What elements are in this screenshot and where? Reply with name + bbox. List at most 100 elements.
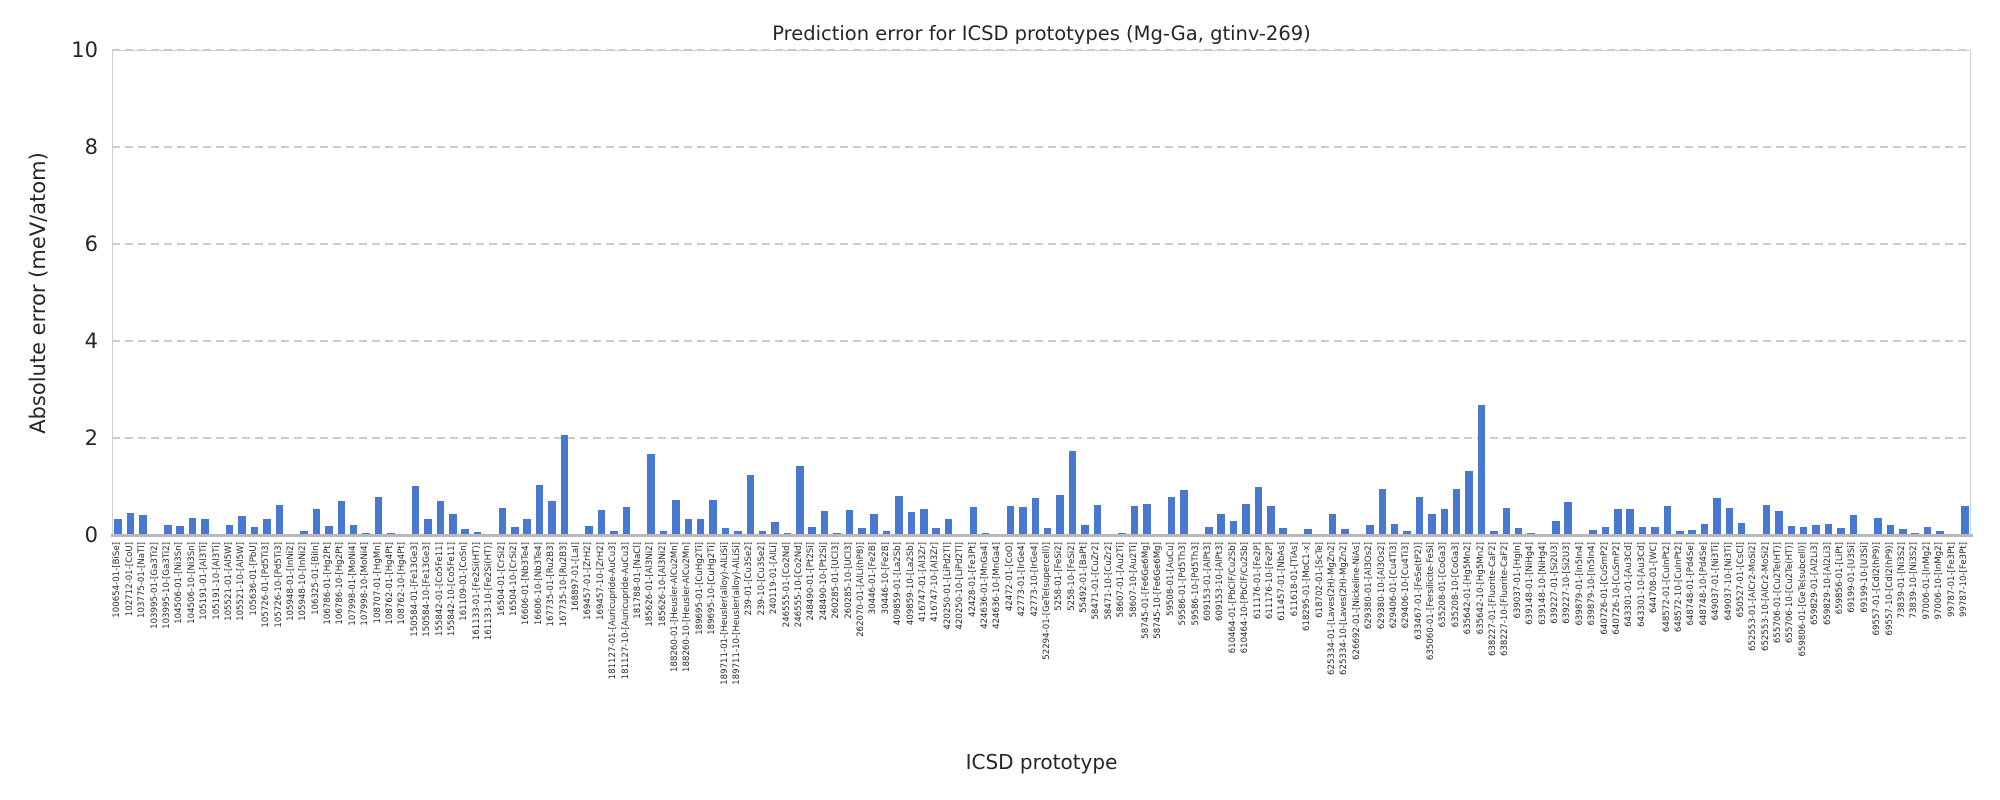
bar: [1812, 524, 1820, 535]
bar: [1180, 489, 1188, 535]
bar: [560, 435, 569, 535]
x-tick-label: 659806-01-[GeTe(subcell)]: [1797, 542, 1808, 657]
x-tick-label: 659829-10-[Al2Li3]: [1822, 542, 1833, 626]
x-tick-label: 155842-10-[Co5Fe11]: [447, 542, 458, 637]
x-tick-label: 625334-01-[Laves(2H)-MgZn2]: [1326, 542, 1337, 675]
bar: [932, 527, 940, 535]
bar: [1614, 508, 1622, 535]
x-tick-label: 16606-10-[Nb3Te4]: [533, 542, 544, 626]
x-tick-label: 629406-01-[Cu4Ti3]: [1388, 542, 1399, 629]
bar: [114, 518, 122, 535]
bar: [858, 527, 866, 535]
bar: [734, 531, 742, 535]
bar: [498, 508, 507, 535]
bar: [1601, 526, 1610, 535]
x-tick-label: 5258-01-[FeSi2]: [1054, 542, 1065, 611]
x-tick-label: 189695-01-[CuHg2Ti]: [694, 542, 705, 635]
x-tick-label: 52294-01-[GeTe(supercell)]: [1041, 542, 1052, 660]
bar: [1279, 527, 1287, 535]
x-tick-label: 181127-01-[Auricupride-AuCu3]: [608, 542, 619, 680]
bar: [1205, 526, 1213, 535]
x-tick-label: 409859-10-[La2Sb]: [905, 542, 916, 626]
bar: [1019, 506, 1027, 535]
bar: [1465, 471, 1473, 535]
gridline: [112, 49, 1971, 51]
bar: [1663, 505, 1672, 535]
bar: [1130, 505, 1139, 535]
x-tick-label: 16606-01-[Nb3Te4]: [521, 542, 532, 626]
x-tick-label: 73839-10-[Ni3S2]: [1909, 542, 1920, 619]
bar: [1304, 529, 1312, 535]
bar: [1031, 498, 1040, 535]
bar: [1762, 504, 1771, 535]
x-tick-label: 69557-10-[CdI2(hP9)]: [1884, 542, 1895, 636]
x-tick-label: 73839-01-[Ni3S2]: [1897, 542, 1908, 619]
x-tick-label: 639148-10-[NiHg4]: [1537, 542, 1548, 625]
x-tick-label: 618295-01-[MoC1-x]: [1302, 542, 1313, 631]
bar: [845, 509, 854, 535]
x-tick-label: 643301-10-[Au3Cd]: [1636, 542, 1647, 627]
bar: [1700, 523, 1709, 535]
bar: [1242, 504, 1250, 535]
y-tick-label: 10: [71, 38, 98, 62]
x-tick-label: 652553-01-[AlCr2-MoSi2]: [1748, 542, 1759, 651]
x-tick-label: 185626-10-[Al3Ni2]: [657, 542, 668, 627]
bar: [126, 513, 135, 535]
x-tick-label: 189711-10-[Heusler(alloy)-AlLiSi]: [732, 542, 743, 685]
bar: [597, 509, 606, 535]
bar: [1775, 511, 1783, 535]
x-tick-label: 638227-10-[Fluorite-CaF2]: [1500, 542, 1511, 657]
x-tick-label: 659856-01-[LiPt]: [1835, 542, 1846, 615]
y-tick-label: 8: [84, 135, 98, 159]
x-tick-label: 640726-01-[CuSmP2]: [1599, 542, 1610, 635]
bar: [312, 509, 321, 535]
bar: [1043, 527, 1052, 535]
bar: [1899, 529, 1907, 535]
x-tick-label: 643301-01-[Au3Cd]: [1624, 542, 1635, 627]
x-tick-label: 167735-01-[Ru2B3]: [546, 542, 557, 627]
bar: [1452, 488, 1461, 535]
x-tick-label: 610464-01-[PbClF/Cu2Sb]: [1227, 542, 1238, 654]
x-tick-label: 99787-10-[Fe3Pt]: [1959, 542, 1969, 617]
x-tick-label: 626692-01-[Nickeline-NiAs]: [1351, 542, 1362, 660]
x-tick-label: 58607-01-[Au2Ti]: [1116, 542, 1127, 618]
x-tick-label: 239-10-[Cu3Se2]: [756, 542, 767, 616]
bar: [325, 525, 333, 535]
x-tick-label: 248490-01-[Pt2Si]: [806, 542, 817, 621]
x-tick-label: 155842-01-[Co5Fe11]: [434, 542, 445, 637]
bar: [1936, 531, 1944, 535]
x-tick-label: 59508-01-[AuCu]: [1165, 542, 1176, 616]
x-tick-label: 648572-01-[CuInPt2]: [1661, 542, 1672, 633]
bar: [1143, 503, 1151, 535]
bar: [920, 508, 928, 535]
bar: [771, 521, 779, 535]
x-tick-label: 424636-01-[MnGa4]: [979, 542, 990, 629]
x-tick-label: 169457-10-[ZrH2]: [595, 542, 606, 620]
bar: [1589, 529, 1597, 535]
bar: [882, 531, 891, 535]
x-tick-label: 30446-01-[Fe2B]: [868, 542, 879, 615]
bar: [238, 516, 246, 535]
x-tick-label: 635642-01-[Hg5Mn2]: [1463, 542, 1474, 635]
bar: [820, 511, 829, 535]
x-tick-label: 59586-01-[Pd5Th3]: [1178, 542, 1189, 626]
bar: [1564, 502, 1572, 535]
x-tick-label: 189695-10-[CuHg2Ti]: [707, 542, 718, 635]
x-tick-label: 639879-10-[In5In4]: [1587, 542, 1598, 626]
x-tick-label: 167735-10-[Ru2B3]: [558, 542, 569, 627]
x-tick-label: 104506-10-[Ni3Sn]: [186, 542, 197, 624]
x-tick-label: 106325-01-[BiIn]: [310, 542, 321, 615]
x-tick-label: 150584-01-[Fe13Ge3]: [409, 542, 420, 637]
x-tick-label: 105191-01-[Al3Ti]: [199, 542, 210, 620]
bar: [263, 518, 271, 535]
bar: [647, 454, 655, 535]
x-tick-label: 104506-01-[Ni3Sn]: [174, 542, 185, 624]
bar: [1378, 488, 1387, 535]
bar: [659, 530, 668, 535]
bar: [1824, 523, 1833, 535]
y-tick-label: 4: [84, 329, 98, 353]
x-tick-label: 248490-10-[Pt2Si]: [818, 542, 829, 621]
bar: [1651, 526, 1659, 535]
gridline: [112, 243, 1971, 245]
bar: [1514, 527, 1523, 535]
